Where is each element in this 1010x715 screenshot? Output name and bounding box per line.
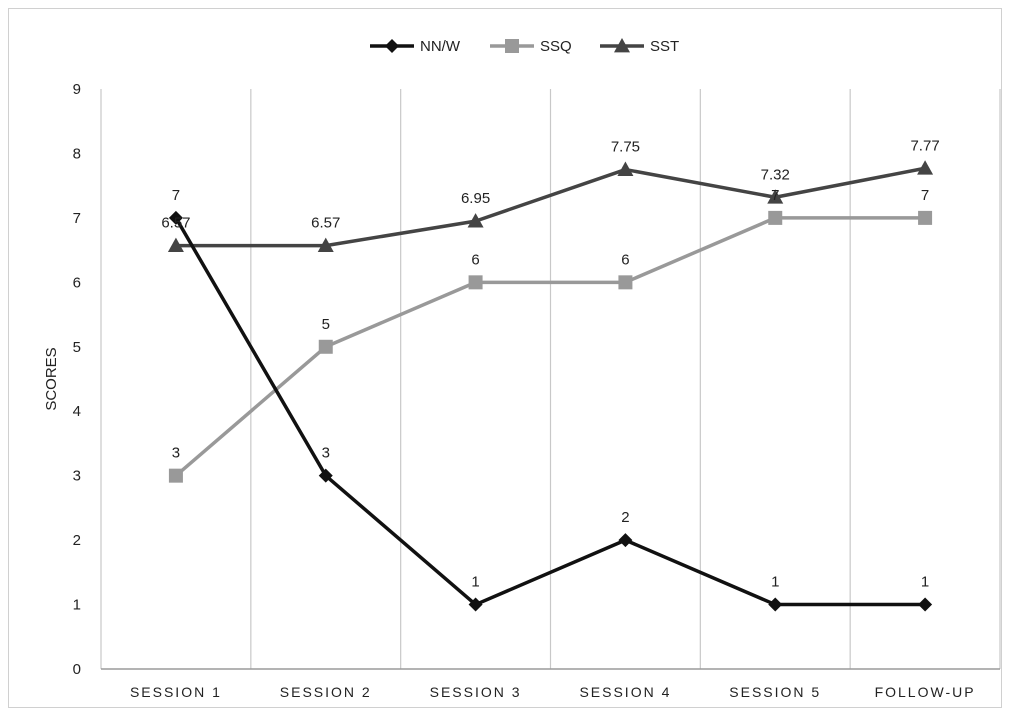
legend-label-nn-w: NN/W [420,38,461,55]
x-tick-label: SESSION 4 [579,684,671,700]
data-label-sst: 6.57 [161,215,190,232]
data-label-ssq: 6 [621,251,629,268]
y-tick-label: 8 [73,145,81,162]
series-line-sst [175,166,926,248]
y-tick-label: 0 [73,661,81,678]
x-tick-label: SESSION 2 [280,684,372,700]
data-point-nn-w [618,533,633,548]
data-point-sst [917,160,934,175]
data-label-ssq: 7 [771,187,779,204]
data-point-sst [767,189,784,204]
data-point-ssq [318,339,333,354]
series-group [167,160,934,612]
x-tick-label: FOLLOW-UP [875,684,976,700]
grid-lines [100,89,1001,669]
data-point-sst [167,237,184,252]
y-tick-label: 7 [73,210,81,227]
data-point-sst [467,213,484,228]
legend-label-sst: SST [650,38,679,55]
data-point-nn-w [918,597,933,612]
axes: 0 1 2 3 4 5 6 7 8 9 SCORES SESSION 1 SESSION 2 SESSIO… [43,81,1000,700]
data-point-nn-w [768,597,783,612]
data-label-sst: 6.57 [311,215,340,232]
data-label-nn-w: 7 [172,187,180,204]
data-label-ssq: 6 [471,251,479,268]
data-label-sst: 6.95 [461,190,490,207]
legend-marker-nn-w [385,39,399,53]
y-tick-label: 2 [73,532,81,549]
data-label-ssq: 5 [322,316,330,333]
data-label-sst: 7.32 [761,166,790,183]
series-line-ssq [174,216,926,477]
x-tick-label: SESSION 5 [729,684,821,700]
data-label-nn-w: 1 [921,574,929,591]
data-point-ssq [618,275,633,290]
data-point-ssq [918,210,933,225]
data-point-nn-w [318,468,333,483]
data-label-ssq: 3 [172,445,180,462]
legend-label-ssq: SSQ [540,38,572,55]
y-tick-label: 6 [73,274,81,291]
data-point-nn-w [468,597,483,612]
data-point-nn-w [168,210,183,225]
y-tick-label: 1 [73,597,81,614]
y-tick-label: 9 [73,81,81,98]
y-tick-label: 5 [73,339,81,356]
data-point-ssq [768,210,783,225]
data-point-sst [317,237,334,252]
y-tick-label: 4 [73,403,81,420]
x-tick-label: SESSION 3 [430,684,522,700]
data-labels: 7 3 1 2 1 1 3 5 6 6 7 7 6.57 6.57 6.95 7.75 7.32 7.77 [161,137,939,590]
data-label-nn-w: 2 [621,509,629,526]
data-label-sst: 7.75 [611,139,640,156]
data-point-ssq [168,468,183,483]
legend-marker-sst [614,38,630,53]
data-point-ssq [468,275,483,290]
data-label-sst: 7.77 [910,137,939,154]
data-label-ssq: 7 [921,187,929,204]
legend: NN/W SSQ SST [370,38,679,55]
y-axis-label: SCORES [43,347,60,410]
data-label-nn-w: 3 [322,445,330,462]
legend-marker-ssq [505,39,519,53]
data-point-sst [617,161,634,176]
x-tick-label: SESSION 1 [130,684,222,700]
series-line-nn-w [174,217,926,607]
data-label-nn-w: 1 [771,574,779,591]
y-tick-label: 3 [73,468,81,485]
data-label-nn-w: 1 [471,574,479,591]
